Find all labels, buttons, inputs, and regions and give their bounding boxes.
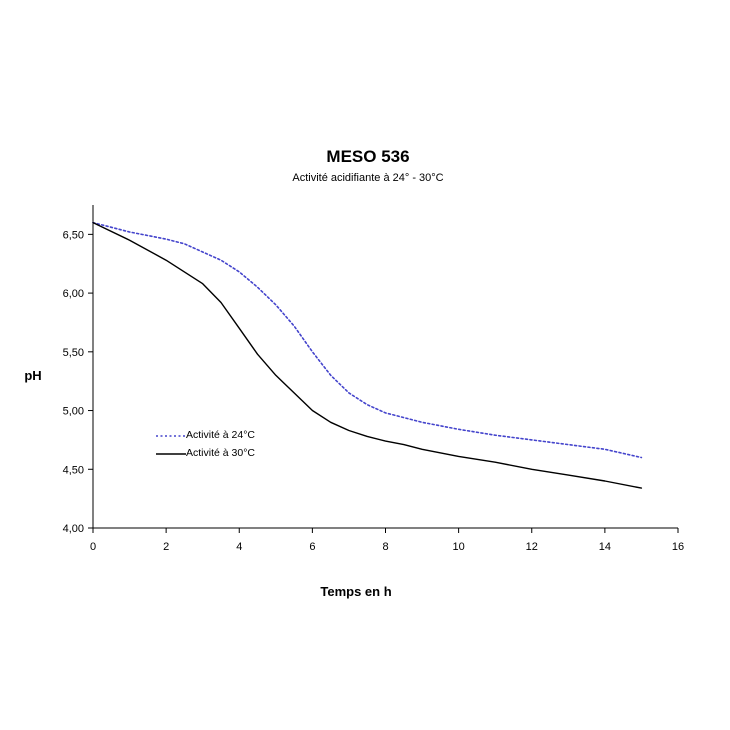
x-axis-label: Temps en h	[320, 584, 391, 599]
chart-subtitle: Activité acidifiante à 24° - 30°C	[292, 172, 443, 184]
x-tick-label: 0	[90, 541, 96, 553]
x-tick-label: 14	[599, 541, 611, 553]
y-axis-label: pH	[24, 368, 41, 383]
x-tick-label: 12	[526, 541, 538, 553]
plot-area: 0 2 4 6 8 10 12 14 16 4,00 4,50 5,00 5,50 6,00 6,50	[63, 205, 684, 553]
x-tick-label: 10	[453, 541, 465, 553]
x-tick-label: 2	[163, 541, 169, 553]
y-tick-label: 5,50	[63, 347, 84, 359]
x-tick-label: 6	[309, 541, 315, 553]
y-tick-label: 4,00	[63, 523, 84, 535]
x-axis-ticks: 0 2 4 6 8 10 12 14 16	[90, 528, 684, 553]
series-group	[92, 221, 643, 489]
series-line-2	[92, 221, 643, 489]
y-tick-label: 4,50	[63, 464, 84, 476]
x-tick-label: 16	[672, 541, 684, 553]
chart-title: MESO 536	[326, 147, 409, 166]
y-tick-label: 6,50	[63, 229, 84, 241]
y-tick-label: 5,00	[63, 406, 84, 418]
x-tick-label: 4	[236, 541, 242, 553]
legend: Activité à 24°C Activité à 30°C	[156, 429, 255, 459]
y-tick-label: 6,00	[63, 288, 84, 300]
y-axis-ticks: 4,00 4,50 5,00 5,50 6,00 6,50	[63, 229, 93, 535]
series-line-1	[92, 221, 643, 459]
legend-label-1: Activité à 24°C	[186, 429, 255, 441]
x-tick-label: 8	[382, 541, 388, 553]
legend-label-2: Activité à 30°C	[186, 447, 255, 459]
